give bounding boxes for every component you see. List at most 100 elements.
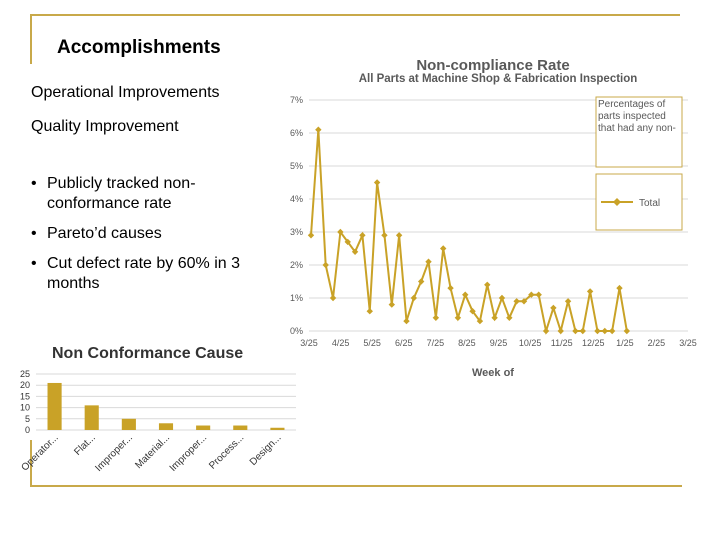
data-point xyxy=(616,284,623,292)
x-tick-label: 3/25 xyxy=(679,338,697,348)
data-point xyxy=(608,327,616,335)
data-point xyxy=(550,304,557,312)
cause-bar xyxy=(158,423,174,430)
data-point xyxy=(307,232,315,239)
data-point xyxy=(469,308,476,315)
bullet-list: Publicly tracked non-conformance rate Pa… xyxy=(31,174,281,304)
cause-x-tick-label: Improper... xyxy=(168,432,210,474)
y-tick-label: 7% xyxy=(290,95,303,105)
bullet-item: Cut defect rate by 60% in 3 months xyxy=(31,254,281,294)
data-point xyxy=(366,308,373,315)
data-point xyxy=(440,245,447,252)
data-point xyxy=(462,291,469,298)
cause-y-tick-label: 20 xyxy=(20,380,30,390)
data-point xyxy=(447,284,454,292)
y-tick-label: 4% xyxy=(290,194,303,204)
data-point xyxy=(373,179,381,186)
y-tick-label: 5% xyxy=(290,161,303,171)
cause-chart-title: Non Conformance Cause xyxy=(52,345,243,362)
x-tick-label: 4/25 xyxy=(332,338,350,348)
x-tick-label: 10/25 xyxy=(519,338,542,348)
cause-y-tick-label: 0 xyxy=(25,425,30,435)
data-point xyxy=(403,317,410,325)
x-tick-label: 3/25 xyxy=(300,338,318,348)
cause-bar xyxy=(270,427,285,430)
chart-y-tick-labels: 0% 1% 2% 3% 4% 5% 6% 7% xyxy=(290,95,303,336)
data-point xyxy=(579,327,586,335)
cause-x-tick-label: Process... xyxy=(207,432,246,471)
data-point xyxy=(351,248,359,255)
data-point xyxy=(388,301,395,308)
cause-gridlines xyxy=(36,373,296,431)
data-point xyxy=(506,314,513,321)
cause-bar xyxy=(233,425,248,430)
x-tick-label: 7/25 xyxy=(427,338,445,348)
chart-title: Non-compliance Rate xyxy=(416,57,569,74)
frame-top-rule xyxy=(30,14,680,16)
data-point xyxy=(498,294,506,302)
cause-x-tick-label: Operator... xyxy=(20,432,61,473)
data-point xyxy=(381,232,388,239)
cause-x-tick-label: Design... xyxy=(248,432,284,468)
x-tick-label: 11/25 xyxy=(551,338,573,348)
y-tick-label: 1% xyxy=(290,293,303,303)
x-tick-label: 5/25 xyxy=(363,338,381,348)
data-point xyxy=(520,298,528,305)
data-point xyxy=(329,294,337,302)
series-total xyxy=(307,126,631,335)
data-point xyxy=(315,126,322,133)
cause-y-tick-label: 25 xyxy=(20,369,30,379)
operational-heading: Operational Improvements xyxy=(31,84,220,101)
data-point xyxy=(417,278,425,285)
cause-bars xyxy=(47,382,285,430)
x-tick-label: 2/25 xyxy=(648,338,666,348)
chart-x-axis-label: Week of xyxy=(472,367,514,379)
y-tick-label: 6% xyxy=(290,128,303,138)
bullet-item: Publicly tracked non-conformance rate xyxy=(31,174,281,214)
y-tick-label: 3% xyxy=(290,227,303,237)
data-point xyxy=(395,232,403,239)
frame-bottom-rule xyxy=(30,485,682,487)
bullet-item: Pareto’d causes xyxy=(31,224,281,244)
x-tick-label: 8/25 xyxy=(458,338,476,348)
chart-x-tick-labels: 3/25 4/25 5/25 6/25 7/25 8/25 9/25 10/25 11/25 12… xyxy=(300,338,697,348)
frame-left-rule-lower xyxy=(30,440,32,486)
data-point xyxy=(344,238,351,246)
annotation-box xyxy=(595,96,683,168)
frame-left-rule xyxy=(30,14,32,64)
data-point xyxy=(359,232,366,239)
x-tick-label: 6/25 xyxy=(395,338,413,348)
cause-y-tick-label: 10 xyxy=(20,403,30,413)
x-tick-label: 1/25 xyxy=(616,338,634,348)
chart-subtitle-box: All Parts at Machine Shop & Fabrication … xyxy=(358,73,638,85)
cause-bar xyxy=(84,405,99,430)
annotation-text-box: Percentages of parts inspected that had … xyxy=(598,99,676,134)
data-point xyxy=(491,314,498,321)
cause-y-tick-label: 5 xyxy=(25,414,30,424)
data-point xyxy=(432,314,440,321)
cause-x-tick-label: Material... xyxy=(133,432,172,471)
cause-bar xyxy=(47,382,62,430)
data-point xyxy=(623,327,631,335)
data-point xyxy=(410,294,418,302)
legend-swatch-marker xyxy=(613,198,621,206)
chart-subtitle: All Parts at Machine Shop & Fabrication … xyxy=(358,73,638,85)
data-point xyxy=(601,327,608,335)
data-point xyxy=(337,228,344,236)
legend-entry-total: Total xyxy=(639,198,660,209)
data-point xyxy=(484,281,491,288)
data-point xyxy=(586,288,594,295)
noncompliance-chart: Non-compliance Rate All Parts at Machine… xyxy=(290,57,697,379)
data-point xyxy=(513,298,520,305)
cause-x-tick-label: Flat... xyxy=(72,432,97,457)
data-point xyxy=(322,261,329,269)
cause-x-tick-labels: Operator... Flat... Improper...Material...… xyxy=(20,432,284,474)
cause-bar xyxy=(196,425,211,430)
data-point xyxy=(572,327,579,335)
cause-bar xyxy=(121,418,136,430)
series-line xyxy=(310,129,628,335)
cause-y-tick-label: 15 xyxy=(20,391,30,401)
data-point xyxy=(535,291,542,298)
